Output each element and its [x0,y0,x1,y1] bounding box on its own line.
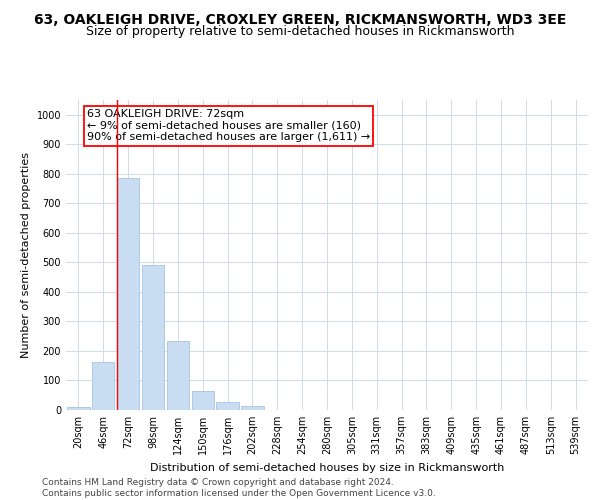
Text: Size of property relative to semi-detached houses in Rickmansworth: Size of property relative to semi-detach… [86,25,514,38]
Y-axis label: Number of semi-detached properties: Number of semi-detached properties [21,152,31,358]
Bar [241,406,263,410]
Bar [92,362,115,410]
Bar [67,407,89,410]
Bar [167,340,189,410]
Bar [191,392,214,410]
Text: 63 OAKLEIGH DRIVE: 72sqm
← 9% of semi-detached houses are smaller (160)
90% of s: 63 OAKLEIGH DRIVE: 72sqm ← 9% of semi-de… [87,110,370,142]
Text: Contains HM Land Registry data © Crown copyright and database right 2024.
Contai: Contains HM Land Registry data © Crown c… [42,478,436,498]
Bar [142,266,164,410]
Bar [217,402,239,410]
X-axis label: Distribution of semi-detached houses by size in Rickmansworth: Distribution of semi-detached houses by … [150,462,504,472]
Text: 63, OAKLEIGH DRIVE, CROXLEY GREEN, RICKMANSWORTH, WD3 3EE: 63, OAKLEIGH DRIVE, CROXLEY GREEN, RICKM… [34,12,566,26]
Bar [117,178,139,410]
